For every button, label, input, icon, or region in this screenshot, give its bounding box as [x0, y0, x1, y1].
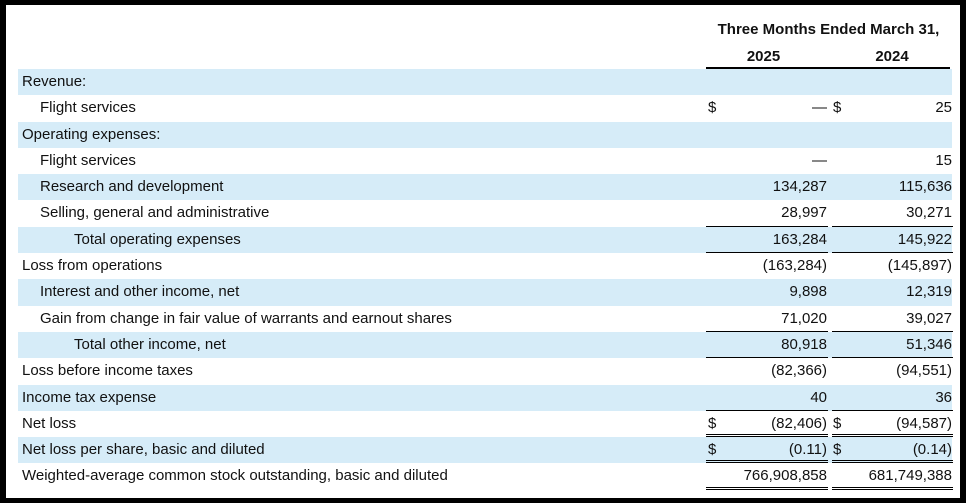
value-2024: 145,922	[897, 230, 952, 248]
row-label: Interest and other income, net	[40, 283, 240, 301]
row-label: Gain from change in fair value of warran…	[40, 309, 452, 327]
total-rule	[832, 486, 953, 490]
dollar-sign: $	[708, 414, 717, 432]
value-2025: 40	[810, 388, 827, 406]
row-label: Operating expenses:	[22, 125, 161, 143]
value-2025: 9,898	[789, 283, 827, 301]
value-2024: 51,346	[906, 335, 952, 353]
total-rule	[706, 434, 828, 438]
value-2024: 15	[935, 151, 952, 169]
table-row: Net loss per share, basic and diluted $ …	[18, 437, 953, 464]
table-row: Interest and other income, net 9,898 12,…	[18, 279, 952, 306]
subtotal-rule	[832, 330, 953, 332]
subtotal-rule	[706, 225, 828, 227]
value-2024: (0.14)	[912, 441, 952, 459]
period-header: Three Months Ended March 31,	[717, 21, 940, 38]
dollar-sign: $	[833, 441, 842, 459]
total-rule	[706, 460, 828, 464]
value-2024: 115,636	[898, 178, 952, 196]
table-row: Gain from change in fair value of warran…	[18, 306, 953, 332]
financial-statement: Three Months Ended March 31, 2025 2024 R…	[6, 5, 960, 498]
value-2025: 80,918	[781, 335, 827, 353]
value-2024: 25	[935, 99, 952, 117]
table-row: Net loss $ (82,406) $ (94,587)	[18, 411, 953, 438]
dollar-sign: $	[708, 99, 717, 117]
table-row: Income tax expense 40 36	[18, 384, 953, 411]
value-2024: (94,551)	[896, 362, 952, 380]
dollar-sign: $	[833, 99, 842, 117]
header-rule	[706, 67, 950, 69]
value-2025: —	[812, 151, 827, 169]
value-2025: (82,366)	[771, 362, 827, 380]
value-2025: 766,908,858	[743, 467, 827, 485]
table-row: Total other income, net 80,918 51,346	[18, 331, 953, 359]
dollar-sign: $	[708, 441, 717, 459]
table-row: Research and development 134,287 115,636	[18, 174, 952, 201]
statement-table: Revenue: Flight services $ — $ 25 Operat…	[18, 69, 953, 490]
subtotal-rule	[706, 409, 828, 411]
value-2024: 12,319	[906, 283, 952, 301]
table-row: Loss before income taxes (82,366) (94,55…	[18, 358, 952, 384]
value-2025: (0.11)	[788, 441, 827, 459]
value-2025: (163,284)	[762, 257, 827, 275]
row-label: Selling, general and administrative	[40, 204, 270, 222]
value-2024: (94,587)	[896, 414, 952, 432]
table-row: Flight services — 15	[18, 148, 952, 174]
row-label: Loss from operations	[22, 257, 163, 275]
value-2025: 134,287	[772, 178, 827, 196]
row-label: Research and development	[40, 178, 224, 196]
value-2024: 36	[935, 388, 952, 406]
row-label: Weighted-average common stock outstandin…	[22, 467, 448, 485]
row-label: Total operating expenses	[74, 230, 241, 248]
table-row: Loss from operations (163,284) (145,897)	[18, 253, 952, 279]
row-label: Income tax expense	[22, 388, 157, 406]
row-label: Flight services	[40, 99, 136, 117]
total-rule	[832, 357, 953, 359]
value-2024: (145,897)	[887, 257, 952, 275]
value-2024: 39,027	[906, 309, 952, 327]
table-row: Operating expenses:	[18, 121, 952, 148]
table-row: Flight services $ — $ 25	[18, 95, 952, 121]
value-2025: 71,020	[781, 309, 827, 327]
year-2025-header: 2025	[746, 48, 781, 65]
total-rule	[832, 460, 953, 464]
table-row: Revenue:	[18, 69, 952, 96]
value-2025: (82,406)	[771, 414, 827, 432]
table-row: Total operating expenses 163,284 145,922	[18, 226, 953, 254]
subtotal-rule	[832, 225, 953, 227]
subtotal-rule	[706, 330, 828, 332]
total-rule	[832, 434, 953, 438]
row-label: Total other income, net	[74, 335, 226, 353]
value-2025: —	[812, 99, 827, 117]
value-2024: 30,271	[906, 204, 952, 222]
row-label: Flight services	[40, 151, 136, 169]
row-label: Net loss per share, basic and diluted	[22, 441, 265, 459]
dollar-sign: $	[833, 414, 842, 432]
subtotal-rule	[832, 409, 953, 411]
total-rule	[706, 486, 828, 490]
row-label: Net loss	[22, 414, 77, 432]
row-label: Revenue:	[22, 73, 87, 90]
row-label: Loss before income taxes	[22, 362, 193, 380]
total-rule	[706, 357, 828, 359]
value-2025: 163,284	[772, 230, 827, 248]
table-row: Weighted-average common stock outstandin…	[18, 463, 953, 490]
total-rule	[832, 252, 953, 254]
table-row: Selling, general and administrative 28,9…	[18, 200, 953, 227]
value-2024: 681,749,388	[868, 467, 952, 485]
total-rule	[706, 252, 828, 254]
year-2024-header: 2024	[875, 48, 909, 65]
value-2025: 28,997	[781, 204, 827, 222]
